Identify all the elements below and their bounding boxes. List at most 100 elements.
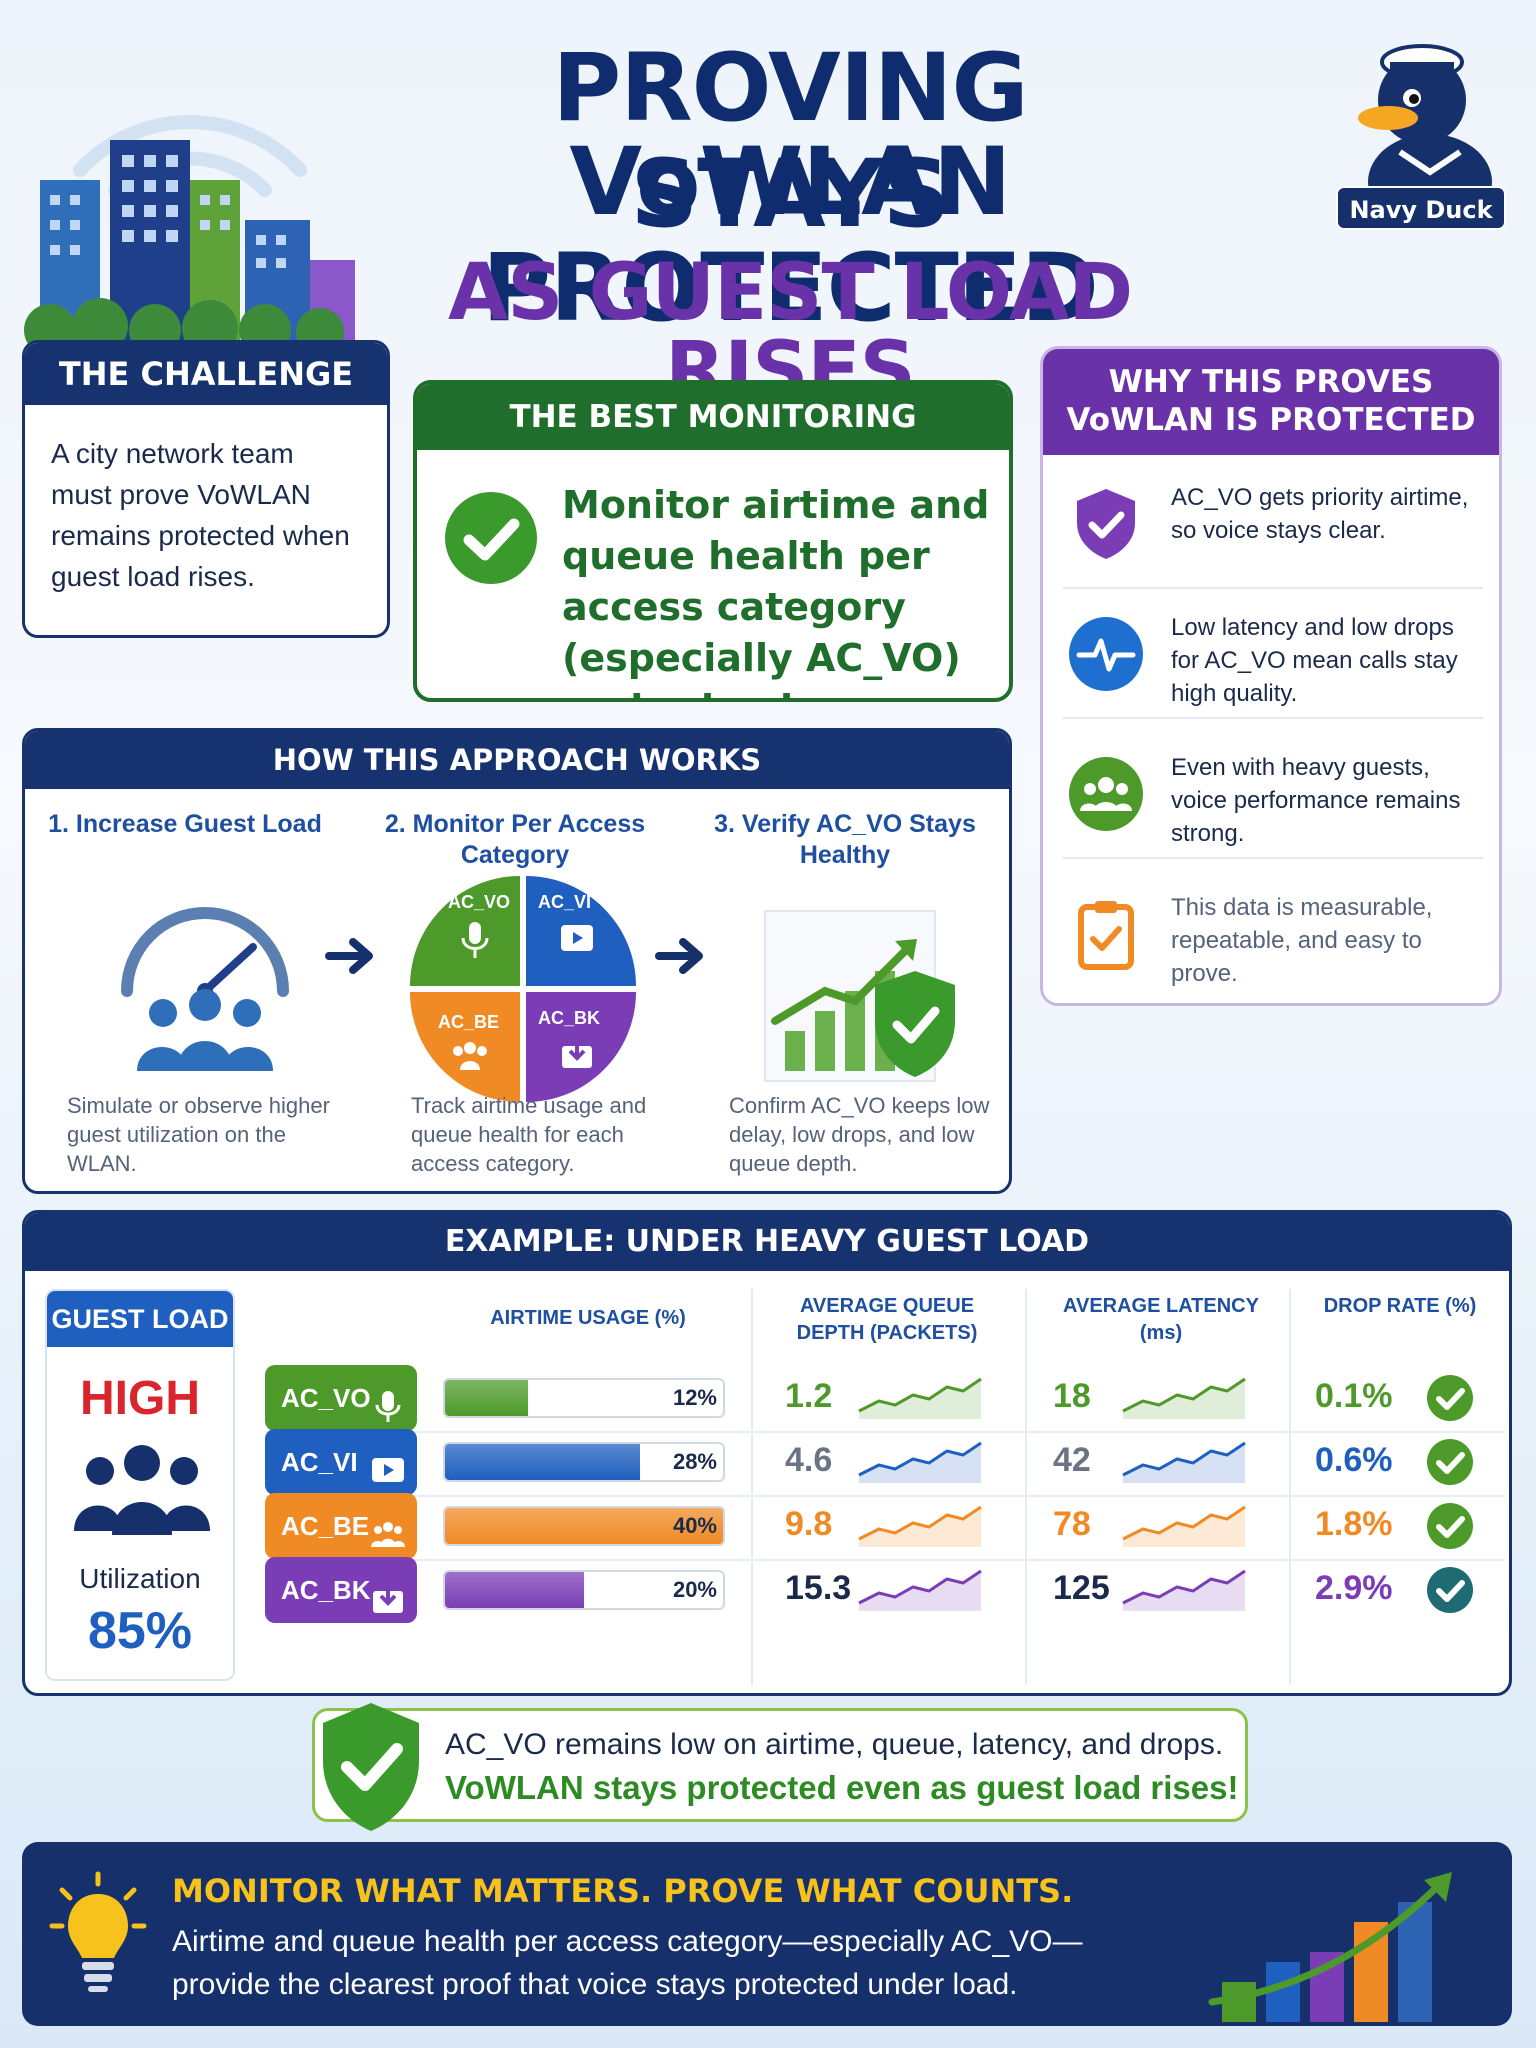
queue-depth-value: 4.6 <box>785 1441 833 1479</box>
ac-name: AC_BE <box>281 1511 370 1541</box>
airtime-bar: 12% <box>443 1378 725 1418</box>
why-item-text: This data is measurable, repeatable, and… <box>1171 894 1433 987</box>
airtime-value: 12% <box>672 1385 717 1410</box>
why-heading-line-1: WHY THIS PROVES <box>1108 364 1434 400</box>
brand-name: Navy Duck <box>1336 186 1506 230</box>
summary-banner: AC_VO remains low on airtime, queue, lat… <box>312 1703 1248 1831</box>
shield-check-icon <box>1077 489 1135 559</box>
latency-sparkline <box>1122 1441 1246 1483</box>
why-item: Low latency and low drops for AC_VO mean… <box>1063 589 1483 719</box>
airtime-value: 20% <box>672 1577 717 1602</box>
summary-line-1: AC_VO remains low on airtime, queue, lat… <box>445 1728 1224 1761</box>
arrow-right-icon <box>325 938 373 974</box>
check-circle-icon <box>1427 1567 1473 1613</box>
utilization-value: 85% <box>87 1602 193 1660</box>
best-approach-heading: THE BEST MONITORING APPROACH <box>417 384 1009 501</box>
shield-check-icon <box>323 1703 419 1831</box>
quadrant-label: AC_BK <box>538 1008 601 1028</box>
drop-rate-value: 2.9% <box>1315 1569 1393 1607</box>
check-circle-icon <box>1427 1439 1473 1485</box>
ac-label-ac-be: AC_BE <box>265 1493 417 1559</box>
queue-sparkline <box>858 1377 982 1419</box>
heartbeat-icon <box>1069 617 1143 691</box>
download-icon <box>371 1573 405 1613</box>
ac-label-ac-vo: AC_VO <box>265 1365 417 1431</box>
footer-body: Airtime and queue health per access cate… <box>172 1925 1083 2001</box>
challenge-body: A city network team must prove VoWLAN re… <box>51 438 350 592</box>
why-heading-line-2: VoWLAN IS PROTECTED <box>1066 402 1476 438</box>
airtime-value: 28% <box>672 1449 717 1474</box>
why-card: WHY THIS PROVES VoWLAN IS PROTECTED AC_V… <box>1040 346 1502 1006</box>
gauge-users-icon <box>121 907 289 1071</box>
queue-sparkline <box>858 1569 982 1611</box>
queue-sparkline <box>858 1441 982 1483</box>
ac-label-ac-vi: AC_VI <box>265 1429 417 1495</box>
utilization-label: Utilization <box>79 1563 201 1594</box>
rising-bars-icon <box>1208 1872 1452 2022</box>
airtime-bar-fill <box>445 1444 640 1480</box>
quadrant-label: AC_VO <box>448 892 511 912</box>
how-card: HOW THIS APPROACH WORKS 1. Increase Gues… <box>22 728 1012 1194</box>
why-item: AC_VO gets priority airtime, so voice st… <box>1063 459 1483 589</box>
latency-sparkline <box>1122 1505 1246 1547</box>
check-circle-icon <box>1427 1503 1473 1549</box>
drop-rate-value: 0.6% <box>1315 1441 1393 1479</box>
summary-line-2: VoWLAN stays protected even as guest loa… <box>445 1769 1239 1806</box>
why-item: Even with heavy guests, voice performanc… <box>1063 729 1483 859</box>
step-1-title: 1. Increase Guest Load <box>48 810 322 838</box>
step-3-title: 3. Verify AC_VO Stays Healthy <box>714 810 976 869</box>
ac-name: AC_VI <box>281 1447 358 1477</box>
ac-name: AC_VO <box>281 1383 371 1413</box>
queue-depth-value: 15.3 <box>785 1569 852 1607</box>
step-2-desc: Track airtime usage and queue health for… <box>411 1093 647 1176</box>
best-approach-body: Monitor airtime and queue health per acc… <box>562 483 990 698</box>
footer-headline: MONITOR WHAT MATTERS. PROVE WHAT COUNTS. <box>172 1872 1074 1910</box>
airtime-bar-fill <box>445 1380 529 1416</box>
title-line-2: STAYS PROTECTED <box>482 140 1099 343</box>
navy-duck-logo: Navy Duck <box>1330 22 1510 242</box>
latency-value: 125 <box>1053 1569 1110 1607</box>
users-icon <box>74 1445 210 1535</box>
video-icon <box>561 925 593 951</box>
microphone-icon <box>371 1381 405 1422</box>
step-2-title: 2. Monitor Per Access Category <box>384 810 646 869</box>
airtime-bar-fill <box>445 1508 723 1544</box>
why-heading: WHY THIS PROVES VoWLAN IS PROTECTED <box>1043 349 1499 455</box>
example-card: EXAMPLE: UNDER HEAVY GUEST LOAD GUEST LO… <box>22 1210 1512 1696</box>
check-circle-icon <box>445 492 537 584</box>
guest-load-level: HIGH <box>80 1372 200 1425</box>
row-divider <box>265 1431 1505 1433</box>
guest-load-label: GUEST LOAD <box>47 1291 233 1347</box>
latency-value: 42 <box>1053 1441 1091 1479</box>
why-item-text: AC_VO gets priority airtime, so voice st… <box>1171 484 1469 544</box>
why-item: This data is measurable, repeatable, and… <box>1063 869 1483 999</box>
airtime-bar: 20% <box>443 1570 725 1610</box>
city-skyline-icon <box>24 115 355 350</box>
challenge-card: THE CHALLENGE A city network team must p… <box>22 340 390 638</box>
quadrant-label: AC_BE <box>438 1012 500 1032</box>
access-category-quadrants: AC_VO AC_VI AC_BE AC_BK <box>410 876 640 1106</box>
latency-sparkline <box>1122 1377 1246 1419</box>
latency-value: 18 <box>1053 1377 1091 1415</box>
queue-sparkline <box>858 1505 982 1547</box>
drop-rate-value: 1.8% <box>1315 1505 1393 1543</box>
video-icon <box>371 1445 405 1482</box>
lightbulb-icon <box>49 1871 147 1992</box>
arrow-right-icon <box>655 938 703 974</box>
airtime-bar: 40% <box>443 1506 725 1546</box>
col-header-latency: AVERAGE LATENCY (ms) <box>1063 1295 1259 1344</box>
how-heading: HOW THIS APPROACH WORKS <box>25 731 1009 789</box>
ac-label-ac-bk: AC_BK <box>265 1557 417 1623</box>
challenge-heading: THE CHALLENGE <box>25 343 387 405</box>
latency-value: 78 <box>1053 1505 1091 1543</box>
why-item-text: Low latency and low drops for AC_VO mean… <box>1171 614 1458 707</box>
group-icon <box>371 1509 405 1547</box>
title-line-1: PROVING VoWLAN <box>552 34 1028 237</box>
row-divider <box>265 1495 1505 1497</box>
step-1-desc: Simulate or observe higher guest utiliza… <box>67 1093 330 1176</box>
footer-banner: MONITOR WHAT MATTERS. PROVE WHAT COUNTS.… <box>22 1842 1512 2026</box>
row-divider <box>265 1559 1505 1561</box>
microphone-icon <box>461 922 489 958</box>
ac-name: AC_BK <box>281 1575 371 1605</box>
download-icon <box>562 1038 592 1068</box>
